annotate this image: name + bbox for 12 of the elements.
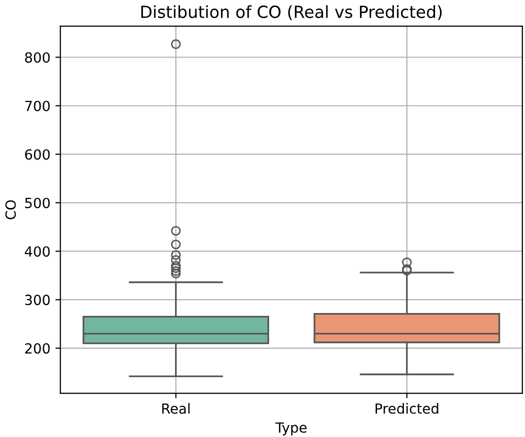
y-tick-label: 300: [25, 294, 50, 306]
y-axis-title: CO: [5, 200, 16, 220]
y-tick-label: 600: [25, 149, 50, 160]
x-tick-label: Predicted: [376, 403, 438, 414]
y-tick-label: 700: [25, 100, 50, 112]
y-tick-label: 500: [25, 198, 50, 208]
x-axis-title: Type: [275, 422, 307, 436]
chart-title: Distibution of CO (Real vs Predicted): [141, 5, 442, 20]
y-tick-label: 200: [25, 343, 50, 354]
y-tick-label: 400: [24, 246, 50, 257]
x-tick-label: Real: [162, 403, 190, 414]
y-tick-label: 800: [25, 52, 50, 63]
